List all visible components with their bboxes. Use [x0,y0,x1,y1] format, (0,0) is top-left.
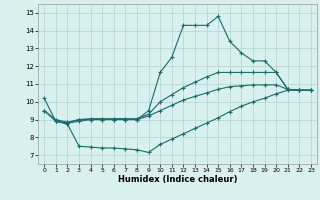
X-axis label: Humidex (Indice chaleur): Humidex (Indice chaleur) [118,175,237,184]
